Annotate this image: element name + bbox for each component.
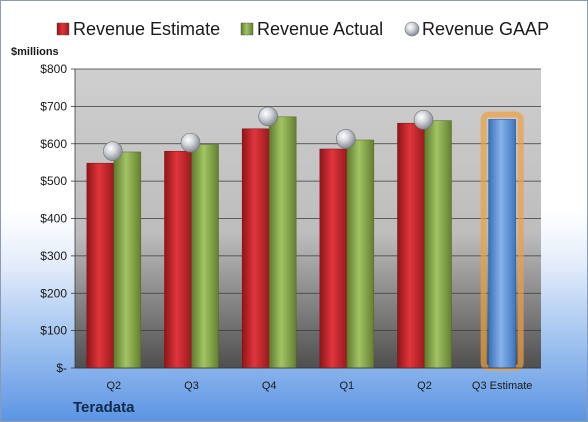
bar-revenue-actual (268, 116, 297, 369)
x-axis: Q2 Q3 Q4 Q1 Q2 Q3 Estimate (75, 367, 541, 392)
y-tick-label: $400 (40, 212, 67, 226)
legend-label: Revenue Estimate (73, 19, 220, 39)
bar-revenue-estimate (319, 148, 348, 369)
x-tick-label: Q3 (184, 380, 199, 392)
marker-revenue-gaap (103, 141, 123, 162)
y-tick-label: $200 (40, 286, 67, 300)
x-tick-label: Q2 (106, 380, 121, 392)
x-tick-label: Q1 (339, 380, 354, 392)
marker-revenue-gaap (413, 110, 434, 130)
bars-group (86, 111, 524, 371)
legend-swatch-gaap (404, 21, 420, 37)
bar-revenue-estimate (164, 150, 192, 369)
y-tick-label: $300 (40, 249, 67, 263)
x-tick-label: Q3 Estimate (472, 380, 533, 392)
y-tick-label: $800 (40, 62, 67, 76)
bar-revenue-actual (113, 151, 142, 369)
y-tick-label: $- (56, 361, 67, 375)
bar-revenue-actual (191, 144, 219, 369)
x-tick-label: Q4 (262, 380, 277, 392)
legend-swatch (240, 22, 254, 36)
bar-revenue-estimate (241, 128, 270, 369)
marker-revenue-gaap (336, 129, 356, 149)
bar-revenue-actual (346, 139, 375, 369)
gaap-markers-group (103, 106, 434, 162)
company-name: Teradata (73, 399, 135, 416)
legend: Revenue Estimate Revenue Actual Revenue GA… (56, 19, 549, 39)
y-tick-label: $600 (40, 137, 67, 151)
legend-label: Revenue Actual (257, 19, 383, 39)
y-tick-label: $100 (40, 324, 67, 338)
legend-swatch (56, 22, 70, 36)
marker-revenue-gaap (258, 106, 278, 127)
y-tick-label: $500 (40, 174, 67, 188)
x-tick-label: Q2 (417, 380, 432, 392)
bar-revenue-estimate (397, 122, 425, 369)
bar-revenue-actual (424, 120, 452, 369)
bar-q3-estimate (488, 119, 516, 369)
marker-revenue-gaap (180, 132, 201, 153)
y-tick-label: $700 (40, 99, 67, 113)
bar-revenue-estimate (86, 162, 115, 369)
legend-label: Revenue GAAP (422, 19, 549, 39)
y-axis: $- $100 $200 $300 $400 $500 $600 $700 $800 (40, 62, 76, 375)
y-unit-label: $millions (11, 46, 59, 58)
